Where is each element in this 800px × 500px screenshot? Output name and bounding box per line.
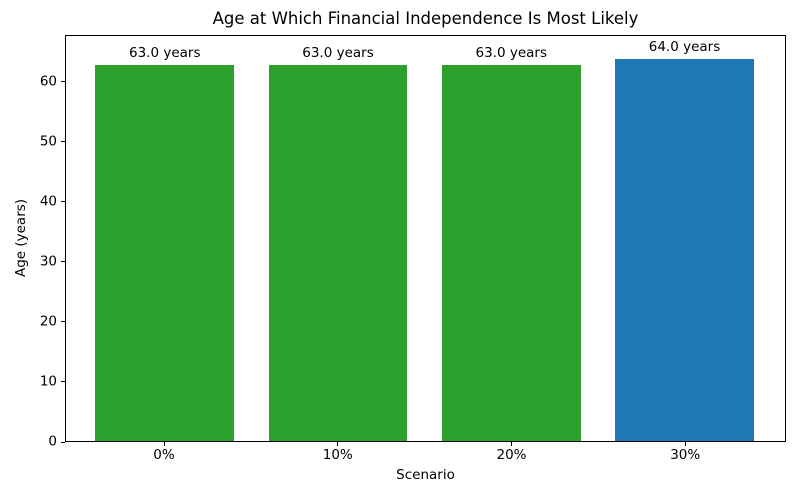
bar-value-label: 63.0 years (475, 45, 548, 62)
y-tick-mark (61, 381, 65, 383)
y-tick-label: 0 (48, 433, 57, 450)
x-tick-mark (163, 442, 165, 446)
x-tick-label: 0% (153, 447, 175, 463)
bar-20% (441, 64, 581, 441)
x-tick-mark (684, 442, 686, 446)
y-tick-mark (61, 261, 65, 263)
x-tick-label: 10% (322, 447, 353, 463)
x-tick-label: 20% (496, 447, 527, 463)
y-tick-label: 30 (39, 253, 57, 270)
y-tick-label: 50 (39, 133, 57, 150)
y-tick-label: 40 (39, 193, 57, 210)
chart-title: Age at Which Financial Independence Is M… (212, 9, 639, 28)
x-axis-label: Scenario (396, 467, 455, 483)
y-tick-mark (61, 321, 65, 323)
x-tick-label: 30% (670, 447, 701, 463)
y-tick-mark (61, 81, 65, 83)
y-tick-mark (61, 201, 65, 203)
bar-0% (95, 64, 235, 441)
plot-area: 63.0 years 63.0 years 63.0 years 64.0 years (65, 35, 786, 442)
y-tick-mark (61, 441, 65, 443)
bar-30% (615, 58, 754, 441)
y-tick-label: 20 (39, 313, 57, 330)
bar-value-label: 63.0 years (128, 45, 201, 62)
bar-value-label: 63.0 years (302, 45, 374, 62)
x-tick-mark (510, 442, 512, 446)
bar-10% (268, 64, 408, 441)
y-tick-label: 10 (39, 373, 57, 390)
y-tick-mark (61, 141, 65, 143)
bar-value-label: 64.0 years (648, 39, 721, 56)
x-tick-mark (337, 442, 339, 446)
y-tick-label: 60 (39, 73, 57, 90)
